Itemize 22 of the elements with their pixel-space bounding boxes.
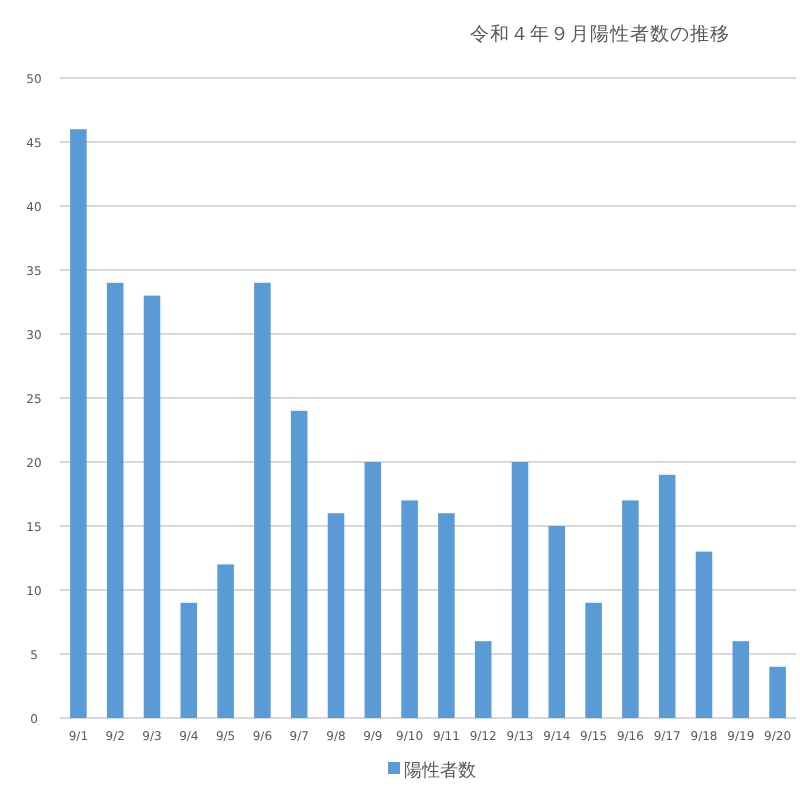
bar (474, 641, 492, 718)
bar (401, 500, 418, 718)
bar (438, 513, 455, 718)
bar (732, 641, 750, 718)
bar (290, 410, 308, 718)
bar (327, 513, 345, 718)
bar (769, 666, 786, 718)
bar (622, 500, 639, 718)
bar (548, 526, 566, 718)
bar (364, 462, 382, 718)
bar (180, 602, 198, 718)
bar (695, 551, 713, 718)
bar (143, 295, 161, 718)
bar (511, 462, 529, 718)
bar (254, 282, 271, 718)
chart-title: 令和４年９月陽性者数の推移 (470, 22, 730, 46)
bar (217, 564, 234, 718)
bar (70, 129, 87, 718)
bar (585, 602, 602, 718)
bar (658, 474, 676, 718)
legend-label: 陽性者数 (404, 760, 476, 782)
bar (106, 282, 124, 718)
